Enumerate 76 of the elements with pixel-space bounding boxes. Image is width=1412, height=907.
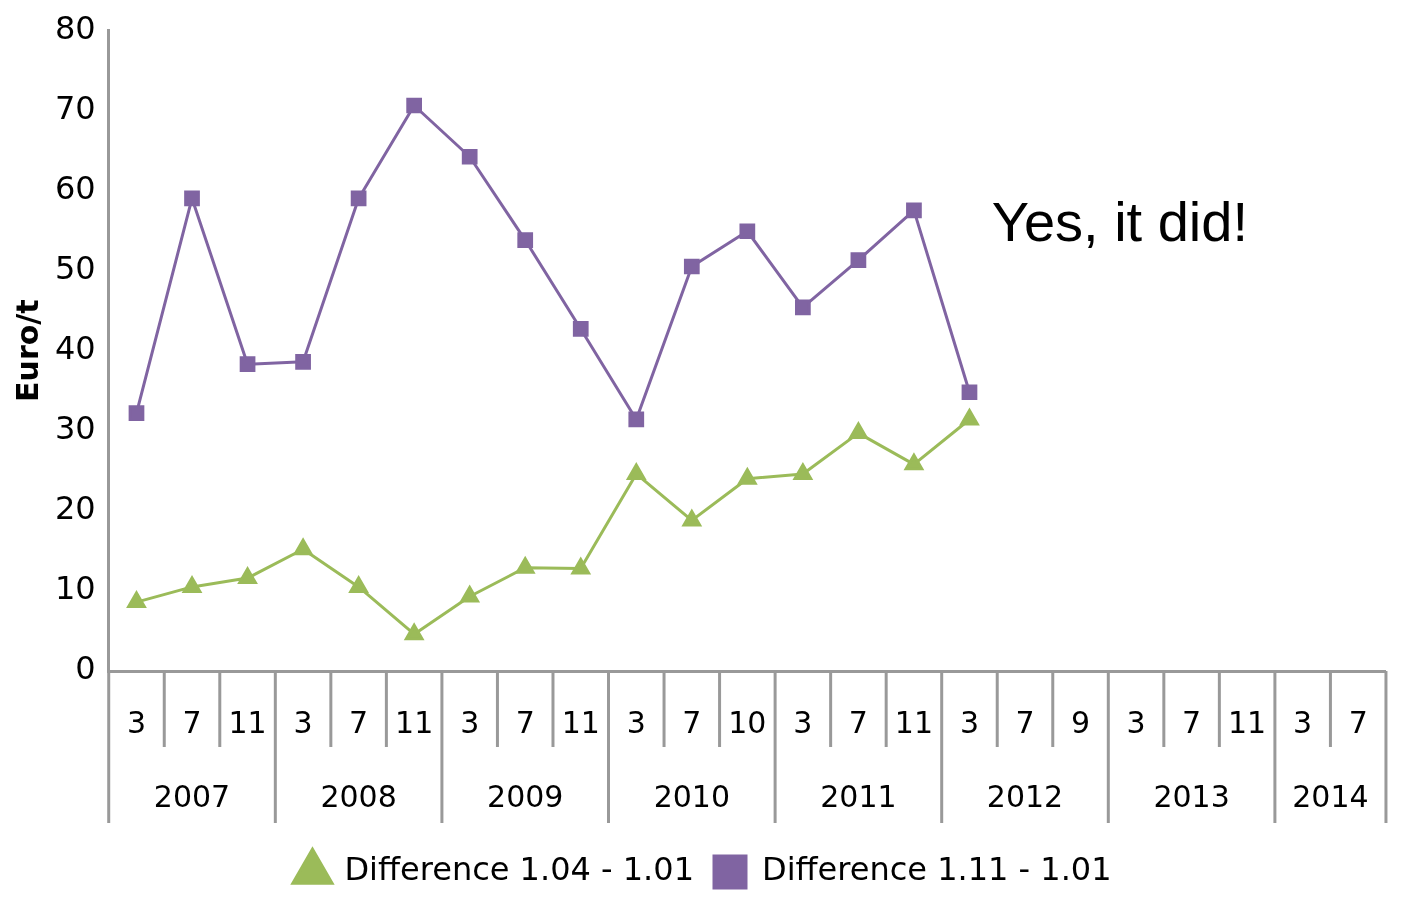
point [849, 422, 868, 440]
x-tick-label: 11 [228, 704, 267, 740]
y-tick-label: 40 [55, 328, 96, 367]
x-tick-label: 7 [515, 704, 535, 740]
point [184, 190, 200, 207]
y-tick-label: 50 [55, 248, 96, 287]
point [127, 591, 146, 609]
legend-label: Difference 1.11 - 1.01 [762, 850, 1112, 889]
x-tick-label: 3 [293, 704, 313, 740]
point [404, 623, 424, 641]
y-tick-label: 0 [75, 649, 96, 688]
point [626, 463, 646, 480]
point [238, 567, 257, 585]
y-axis-title: Euro/t [9, 299, 45, 402]
point [682, 509, 702, 527]
point [572, 321, 589, 337]
point [515, 557, 535, 574]
text: 2011 [820, 778, 897, 814]
point [795, 299, 811, 316]
point [349, 576, 368, 593]
x-tick-label: 7 [1015, 704, 1035, 740]
text: 2013 [1153, 778, 1230, 814]
point [293, 538, 313, 556]
point [961, 384, 978, 401]
y-tick-label: 20 [55, 489, 96, 528]
y-tick-label: 70 [55, 88, 96, 127]
point [850, 252, 867, 268]
y-tick-label: 60 [55, 168, 96, 207]
x-tick-label: 7 [1182, 704, 1202, 740]
point [406, 97, 423, 114]
point [628, 411, 645, 428]
x-tick-label: 11 [894, 704, 934, 740]
annotation: Yes, it did! [991, 189, 1249, 253]
x-tick-label: 9 [1070, 704, 1091, 740]
point [517, 232, 534, 248]
text: 2014 [1292, 778, 1369, 814]
text: 2012 [986, 778, 1064, 814]
x-tick-label: 11 [1228, 704, 1267, 740]
point [739, 223, 756, 240]
x-tick-label: 3 [460, 704, 480, 740]
x-tick-label: 3 [126, 704, 147, 740]
point [571, 557, 591, 575]
point [960, 408, 979, 426]
x-tick-label: 7 [848, 704, 868, 740]
point [906, 202, 922, 219]
point [295, 353, 311, 370]
x-tick-label: 3 [793, 704, 813, 740]
x-tick-label: 3 [1126, 704, 1146, 740]
text: 2009 [487, 778, 564, 814]
text: 2010 [653, 778, 730, 814]
point [239, 356, 256, 373]
y-tick-label: 10 [55, 569, 96, 608]
point [128, 405, 145, 421]
x-tick-label: 7 [1348, 704, 1368, 740]
x-tick-label: 7 [682, 704, 702, 740]
x-tick-label: 3 [1293, 704, 1313, 740]
y-tick-label: 30 [55, 409, 96, 448]
x-tick-label: 3 [959, 704, 980, 740]
point [350, 190, 367, 207]
point [182, 576, 202, 593]
x-tick-label: 7 [349, 704, 369, 740]
point [683, 258, 700, 275]
point [460, 586, 479, 603]
x-tick-label: 10 [728, 704, 767, 740]
x-tick-label: 3 [626, 704, 646, 740]
text: 2007 [153, 778, 231, 814]
x-tick-label: 11 [561, 704, 600, 740]
point [904, 453, 924, 471]
x-tick-label: 7 [182, 704, 202, 740]
legend-label: Difference 1.04 - 1.01 [344, 850, 694, 889]
text: 2008 [320, 778, 397, 814]
x-tick-label: 11 [395, 704, 434, 740]
y-tick-label: 80 [55, 8, 96, 47]
point [738, 468, 757, 485]
point [793, 463, 813, 480]
point [461, 148, 478, 165]
